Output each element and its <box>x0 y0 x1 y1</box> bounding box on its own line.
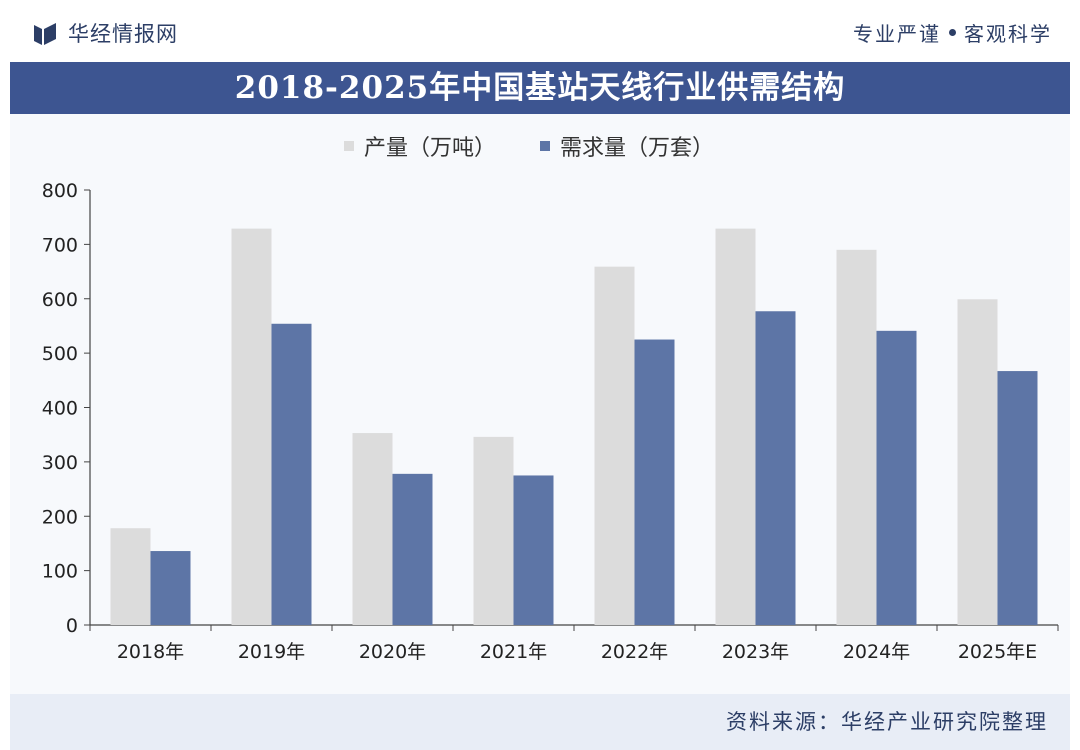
footer: 资料来源：华经产业研究院整理 <box>10 694 1070 750</box>
y-tick-label-6: 600 <box>42 289 78 311</box>
x-tick-label-4: 2022年 <box>601 641 668 663</box>
legend-label-0: 产量（万吨） <box>364 136 496 161</box>
y-tick-label-8: 800 <box>42 180 78 202</box>
y-tick-label-2: 200 <box>42 506 78 528</box>
x-tick-label-5: 2023年 <box>722 641 789 663</box>
bar-production-7 <box>957 299 998 625</box>
chart-panel: 产量（万吨） 需求量（万套） 0 100 200 300 400 500 600 700 800 20… <box>10 114 1070 694</box>
bar-production-1 <box>231 228 272 625</box>
y-tick-label-3: 300 <box>42 452 78 474</box>
bar-demand-7 <box>997 371 1038 625</box>
top-bar: 华经情报网 专业严谨 客观科学 <box>0 0 1080 62</box>
x-tick-label-1: 2019年 <box>238 641 305 663</box>
y-tick-label-5: 500 <box>42 343 78 365</box>
y-tick-label-1: 100 <box>42 561 78 583</box>
x-tick-label-0: 2018年 <box>117 641 184 663</box>
bar-production-6 <box>836 249 877 625</box>
bar-demand-2 <box>392 473 433 625</box>
brand-name: 华经情报网 <box>68 22 178 46</box>
slogan: 专业严谨 客观科学 <box>853 18 1052 47</box>
bar-production-2 <box>352 433 393 625</box>
bar-production-5 <box>715 228 756 625</box>
bar-production-4 <box>594 266 635 625</box>
y-tick-label-0: 0 <box>66 615 78 637</box>
bar-demand-4 <box>634 339 675 625</box>
title-band: 2018-2025年中国基站天线行业供需结构 <box>10 62 1070 114</box>
source-note: 资料来源：华经产业研究院整理 <box>726 710 1048 734</box>
legend-swatch-1 <box>540 141 550 151</box>
bar-chart: 产量（万吨） 需求量（万套） 0 100 200 300 400 500 600 700 800 20… <box>42 136 1059 663</box>
x-tick-label-7: 2025年E <box>958 641 1037 663</box>
chart-title: 2018-2025年中国基站天线行业供需结构 <box>234 70 846 106</box>
x-tick-label-6: 2024年 <box>843 641 910 663</box>
bar-production-3 <box>473 436 514 625</box>
x-tick-label-2: 2020年 <box>359 641 426 663</box>
legend-label-1: 需求量（万套） <box>560 136 714 161</box>
y-tick-label-4: 400 <box>42 398 78 420</box>
bar-production-0 <box>110 528 151 625</box>
bar-demand-0 <box>150 551 191 625</box>
slogan-left: 专业严谨 <box>853 22 941 46</box>
legend-swatch-0 <box>344 141 354 151</box>
bar-demand-1 <box>271 323 312 625</box>
y-tick-label-7: 700 <box>42 234 78 256</box>
bar-demand-3 <box>513 475 554 625</box>
x-tick-label-3: 2021年 <box>480 641 547 663</box>
bar-demand-6 <box>876 330 917 625</box>
slogan-right: 客观科学 <box>964 22 1052 46</box>
bar-demand-5 <box>755 311 796 625</box>
brand-logo-icon <box>34 23 56 45</box>
slogan-dot-icon <box>949 29 956 36</box>
